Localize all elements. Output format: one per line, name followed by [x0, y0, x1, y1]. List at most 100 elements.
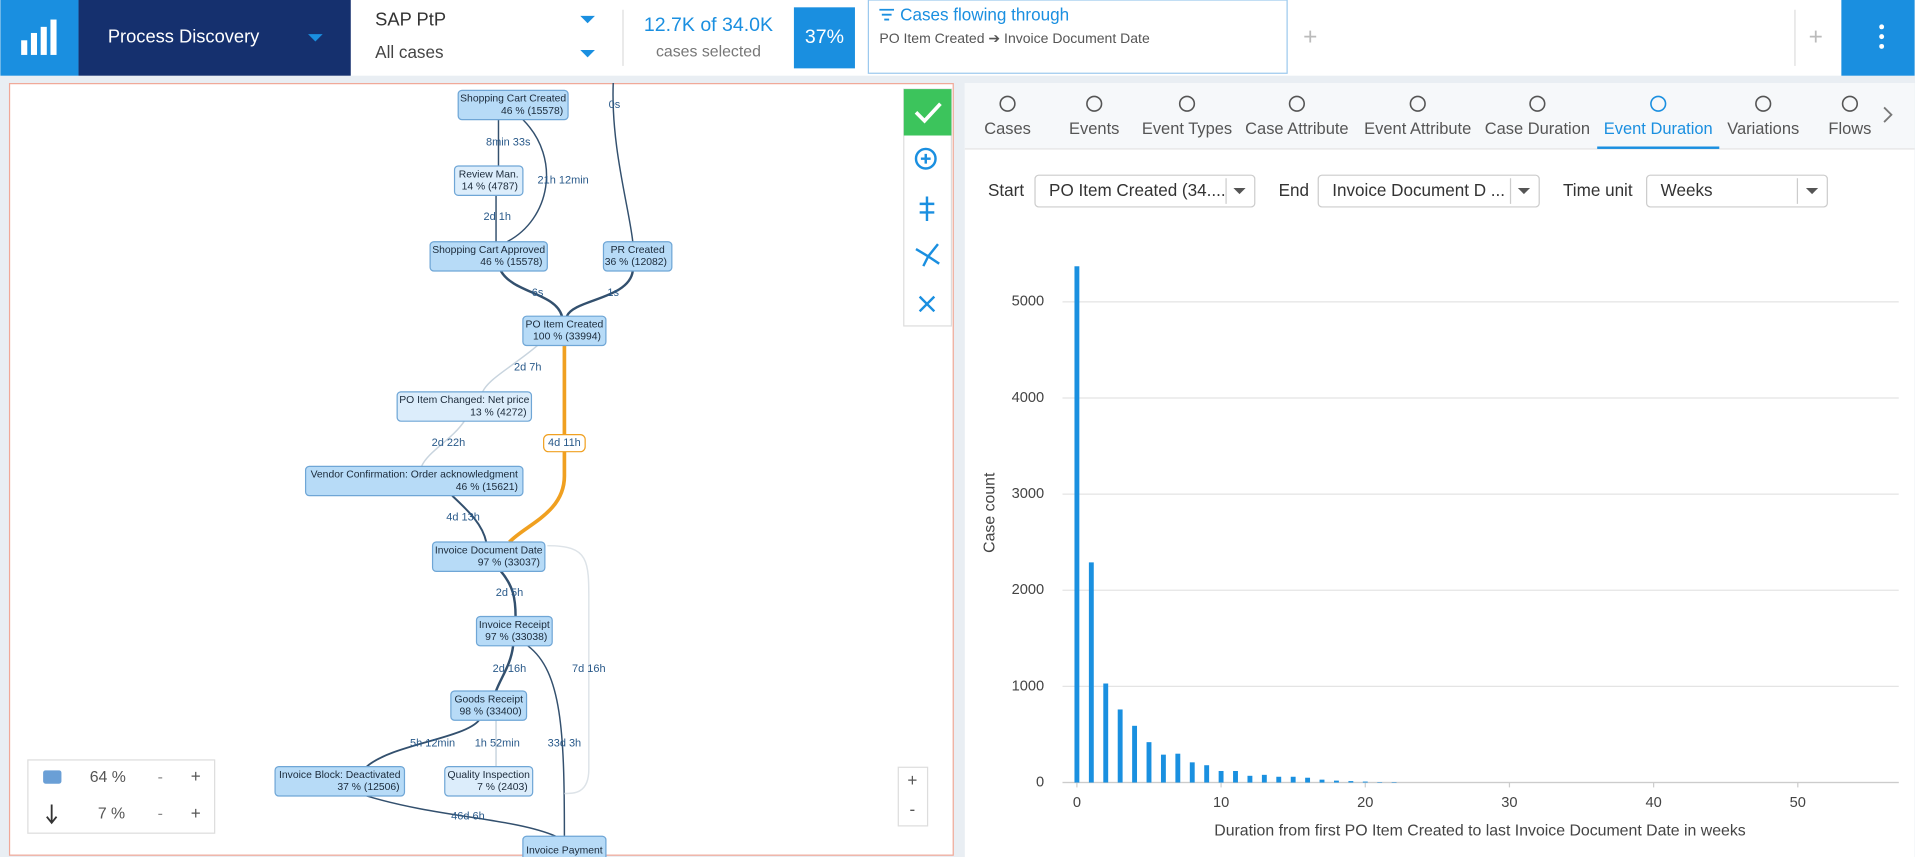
node-box: [450, 690, 528, 721]
apply-button[interactable]: [903, 89, 952, 136]
tab-label: Variations: [1727, 120, 1799, 138]
bar: [1160, 754, 1166, 783]
node-stats: 13 % (4272): [470, 407, 526, 418]
tab[interactable]: Case Duration: [1485, 95, 1590, 138]
zoom-icon[interactable]: [914, 147, 937, 170]
tab-label: Cases: [984, 120, 1031, 138]
node-name: Goods Receipt: [454, 694, 523, 705]
filter-detail: PO Item Created ➔ Invoice Document Date: [879, 30, 1150, 46]
paths-minus[interactable]: -: [158, 805, 163, 822]
edge: [499, 270, 564, 317]
tab-icon: [1409, 95, 1426, 112]
node-box: [475, 615, 553, 647]
node-name: Shopping Cart Approved: [432, 245, 545, 256]
app-menu[interactable]: [78, 0, 351, 76]
tab[interactable]: Variations: [1727, 95, 1799, 138]
tab-icon: [1086, 95, 1103, 112]
tab-bar: [964, 83, 1915, 149]
filter-icon: [879, 8, 895, 21]
activities-plus[interactable]: +: [191, 767, 201, 786]
check-icon: [914, 102, 942, 124]
activity-node[interactable]: Vendor Confirmation: Order acknowledgmen…: [304, 465, 524, 497]
tab[interactable]: Event Duration: [1604, 95, 1713, 138]
analysis-panel: [964, 83, 1915, 857]
path-icon: [46, 804, 58, 825]
filter-title: Cases flowing through: [900, 5, 1069, 24]
activities-minus[interactable]: -: [158, 769, 163, 786]
edge: [527, 645, 566, 837]
edge: [451, 494, 488, 543]
case-filter[interactable]: All cases: [375, 43, 443, 62]
start-select[interactable]: [1034, 174, 1256, 208]
y-tick-label: 5000: [1012, 294, 1045, 310]
bar: [1276, 776, 1282, 783]
menu-button[interactable]: [1841, 0, 1915, 76]
histogram: Case count Duration from first PO Item C…: [982, 266, 1899, 840]
align-icon[interactable]: [919, 196, 935, 221]
x-axis-label: Duration from first PO Item Created to l…: [1214, 823, 1746, 840]
tab-label: Event Types: [1142, 120, 1232, 138]
tab[interactable]: Case Attribute: [1245, 95, 1349, 138]
edge: [506, 119, 548, 243]
edge-label: 1h 52min: [475, 737, 520, 749]
paths-plus[interactable]: +: [191, 804, 201, 823]
activity-node[interactable]: PO Item Created 100 % (33994): [522, 315, 607, 347]
bar: [1319, 779, 1325, 783]
end-select[interactable]: [1317, 174, 1540, 208]
y-axis-label: Case count: [982, 472, 999, 553]
bar: [1132, 725, 1138, 783]
node-box: [602, 241, 673, 272]
network-icon[interactable]: [915, 243, 940, 267]
node-name: Shopping Cart Created: [460, 94, 566, 105]
end-label: End: [1279, 181, 1309, 200]
edge-label: 0s: [609, 99, 621, 111]
close-icon[interactable]: [918, 295, 936, 313]
selected-label: cases selected: [656, 44, 761, 61]
node-stats: 7 % (2403): [477, 782, 528, 793]
tab-scroll[interactable]: [1883, 106, 1893, 123]
edge: [612, 82, 634, 242]
tab[interactable]: Flows: [1828, 95, 1871, 138]
unit-select[interactable]: [1646, 174, 1828, 208]
unit-value: Weeks: [1661, 181, 1713, 200]
edge-label: 4d 11h: [548, 437, 581, 449]
select-arrow: [1233, 188, 1246, 195]
zoom-in[interactable]: +: [907, 771, 917, 790]
dataset[interactable]: SAP PtP: [375, 9, 446, 30]
logo-box[interactable]: [0, 0, 79, 76]
tab-label: Flows: [1828, 120, 1871, 138]
edge: [420, 420, 465, 467]
node-name: Invoice Document Date: [435, 545, 543, 556]
node-name: Quality Inspection: [448, 770, 531, 781]
node-box: [444, 766, 534, 797]
tab-label: Case Attribute: [1245, 120, 1348, 138]
tab[interactable]: Cases: [984, 95, 1031, 138]
tab[interactable]: Events: [1069, 95, 1119, 138]
edge-label: 6s: [532, 287, 544, 299]
select-arrow: [1805, 188, 1819, 195]
node-name: Vendor Confirmation: Order acknowledgmen…: [311, 470, 518, 481]
tab[interactable]: Event Attribute: [1364, 95, 1471, 138]
tab-icon: [1178, 95, 1196, 112]
add-view[interactable]: +: [1809, 23, 1823, 50]
activity-node[interactable]: Invoice Payment: [522, 835, 607, 857]
bar: [1074, 266, 1080, 783]
activity-node[interactable]: Invoice Document Date 97 % (33037): [431, 541, 546, 572]
add-filter[interactable]: +: [1303, 23, 1317, 50]
filter-box[interactable]: [867, 0, 1288, 74]
tab[interactable]: Event Types: [1142, 95, 1232, 138]
activity-node[interactable]: Review Man. 14 % (4787): [453, 165, 524, 196]
node-box: [396, 391, 533, 422]
zoom-out[interactable]: -: [909, 800, 915, 819]
node-box: [522, 835, 607, 857]
edge-label: 33d 3h: [548, 737, 582, 749]
